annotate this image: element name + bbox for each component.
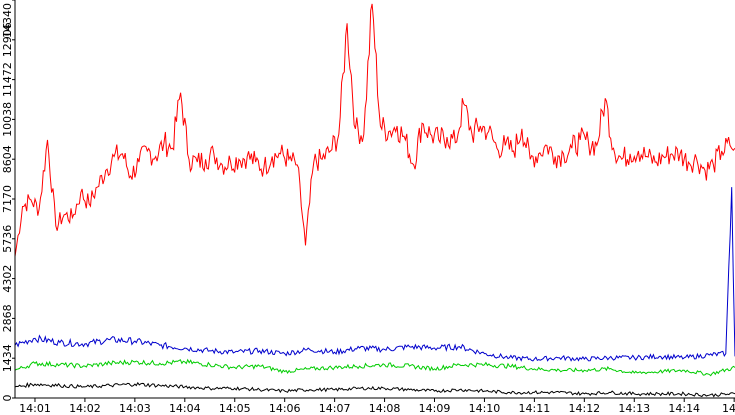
x-tick-label: 14:10 bbox=[469, 402, 501, 415]
y-axis-ticks: 0 1434 2868 4302 5736 7170 8604 10038 11472 12906… bbox=[1, 0, 15, 402]
y-tick-label: 12906 bbox=[1, 22, 14, 57]
x-tick-label: 14:09 bbox=[419, 402, 451, 415]
series-line-2 bbox=[14, 187, 735, 362]
y-tick-label: 2868 bbox=[1, 304, 14, 332]
series-line-4 bbox=[14, 381, 735, 398]
x-tick-label: 14:03 bbox=[119, 402, 151, 415]
y-tick-label: 8604 bbox=[1, 145, 14, 173]
x-tick-label: 14:12 bbox=[568, 402, 600, 415]
y-tick-label: 14340 bbox=[1, 3, 14, 38]
x-tick-label: 14:13 bbox=[618, 402, 650, 415]
x-tick-label: 14:06 bbox=[269, 402, 301, 415]
x-axis-ticks: 14:01 14:02 14:03 14:04 14:05 14:06 14:07 14:08… bbox=[19, 398, 735, 415]
x-tick-label: 14:14 bbox=[668, 402, 700, 415]
y-tick-label: 7170 bbox=[1, 185, 14, 213]
y-tick-label: 11472 bbox=[1, 62, 14, 97]
y-tick-label: 0 bbox=[1, 395, 14, 402]
series-line-3 bbox=[14, 358, 735, 377]
x-tick-label: 14 bbox=[722, 402, 735, 415]
x-tick-label: 14:04 bbox=[169, 402, 201, 415]
x-tick-label: 14:02 bbox=[69, 402, 101, 415]
x-tick-label: 14:05 bbox=[219, 402, 251, 415]
y-tick-label: 1434 bbox=[1, 344, 14, 372]
y-tick-label: 5736 bbox=[1, 225, 14, 253]
series-group bbox=[14, 3, 735, 398]
x-tick-label: 14:08 bbox=[369, 402, 401, 415]
x-tick-label: 14:01 bbox=[19, 402, 51, 415]
x-tick-label: 14:11 bbox=[519, 402, 551, 415]
x-tick-label: 14:07 bbox=[319, 402, 351, 415]
y-tick-label: 4302 bbox=[1, 265, 14, 293]
y-tick-label: 10038 bbox=[1, 102, 14, 137]
series-line-1 bbox=[14, 3, 735, 257]
